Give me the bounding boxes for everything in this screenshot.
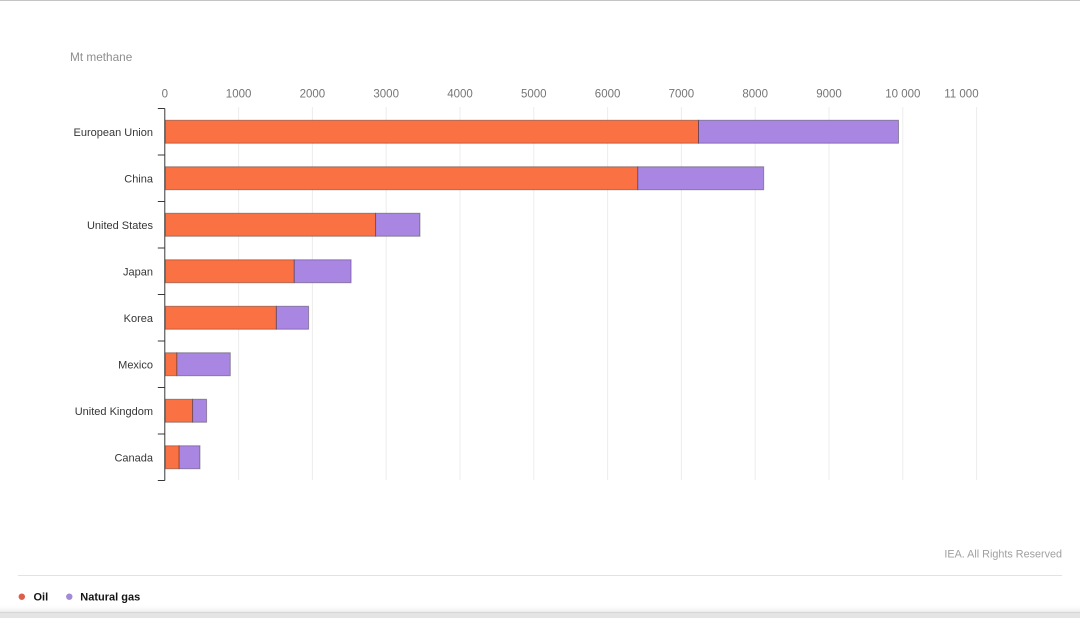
svg-text:Korea: Korea [124, 313, 154, 325]
svg-text:IEA. All Rights Reserved: IEA. All Rights Reserved [944, 549, 1062, 561]
svg-text:0: 0 [162, 89, 168, 101]
svg-text:6000: 6000 [595, 89, 621, 101]
svg-text:10 000: 10 000 [885, 89, 920, 101]
svg-text:European Union: European Union [73, 127, 153, 139]
svg-text:4000: 4000 [447, 89, 473, 101]
svg-text:Natural gas: Natural gas [80, 592, 140, 604]
svg-text:9000: 9000 [816, 89, 842, 101]
svg-text:United Kingdom: United Kingdom [75, 406, 153, 418]
svg-text:5000: 5000 [521, 89, 547, 101]
svg-text:2000: 2000 [300, 89, 326, 101]
svg-text:7000: 7000 [669, 89, 695, 101]
svg-text:Mt methane: Mt methane [70, 50, 133, 64]
svg-text:China: China [124, 173, 154, 185]
svg-text:8000: 8000 [742, 89, 768, 101]
svg-text:Mexico: Mexico [118, 359, 153, 371]
svg-text:Oil: Oil [34, 592, 49, 604]
svg-text:Canada: Canada [114, 452, 153, 464]
svg-text:United States: United States [87, 220, 154, 232]
svg-text:3000: 3000 [373, 89, 399, 101]
svg-text:11 000: 11 000 [944, 89, 978, 101]
svg-text:1000: 1000 [226, 89, 252, 101]
svg-text:Japan: Japan [123, 266, 153, 278]
